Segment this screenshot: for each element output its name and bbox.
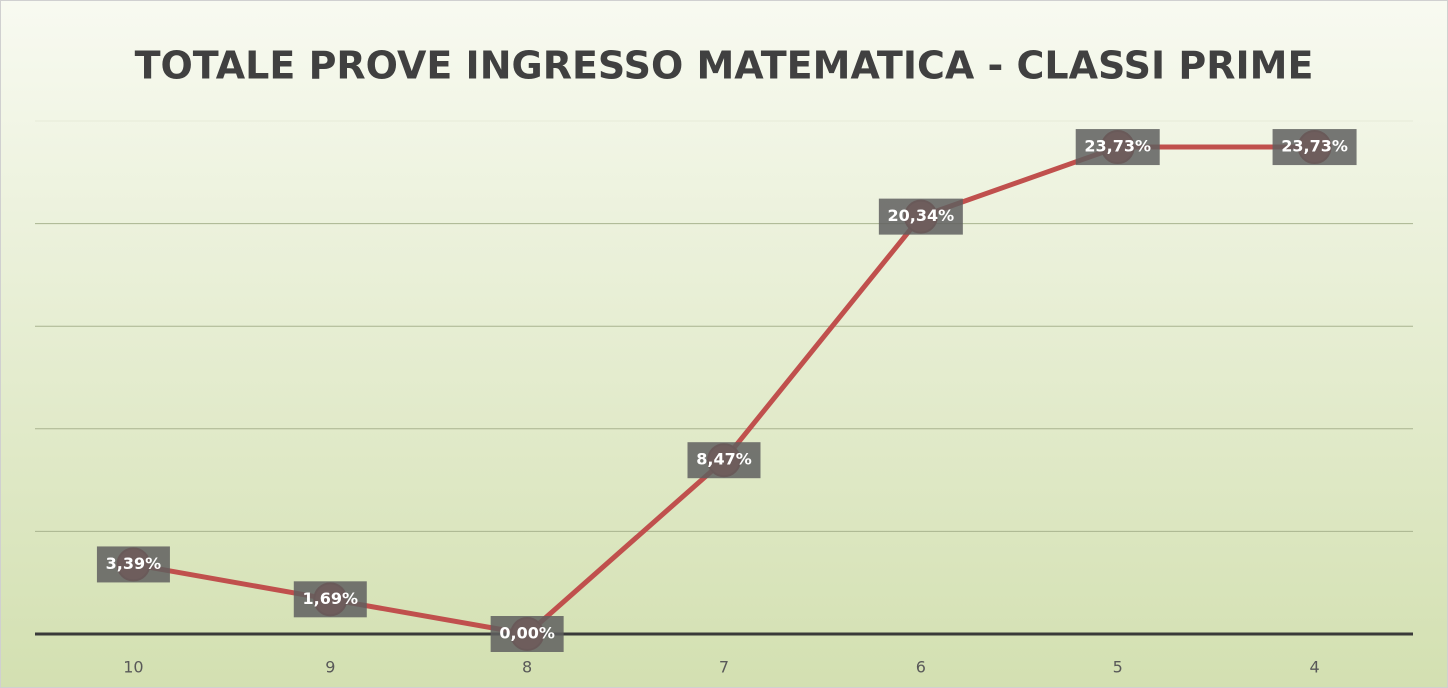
x-tick-label: 10	[123, 658, 143, 677]
data-label: 0,00%	[499, 624, 555, 643]
data-label-box	[490, 616, 564, 652]
x-tick-label: 4	[1309, 658, 1319, 677]
data-label-box	[1272, 129, 1357, 166]
chart-title: TOTALE PROVE INGRESSO MATEMATICA - CLASS…	[135, 44, 1314, 88]
x-tick-label: 8	[522, 658, 532, 677]
data-label: 1,69%	[303, 589, 359, 608]
data-label: 20,34%	[888, 206, 955, 225]
data-label: 23,73%	[1084, 137, 1151, 156]
x-tick-label: 6	[916, 658, 926, 677]
data-label-box	[878, 198, 963, 235]
x-tick-label: 7	[719, 658, 729, 677]
x-tick-label: 5	[1113, 658, 1123, 677]
data-label-box	[293, 581, 367, 618]
data-label-box	[1075, 129, 1160, 166]
data-label-box	[687, 442, 761, 479]
data-label: 23,73%	[1281, 137, 1348, 156]
data-label: 8,47%	[696, 450, 752, 469]
data-label: 3,39%	[106, 554, 162, 573]
data-label-box	[96, 546, 170, 583]
x-tick-label: 9	[325, 658, 335, 677]
